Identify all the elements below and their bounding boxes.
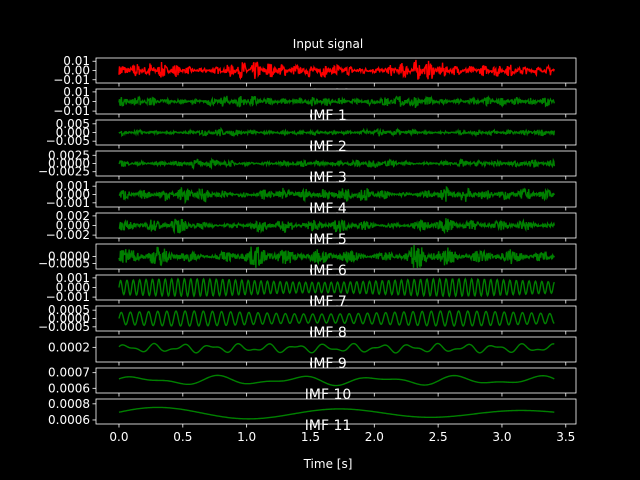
ytick-label: 0.0005: [48, 303, 90, 317]
series-line-8: [118, 310, 555, 327]
ytick-label: −0.0005: [38, 320, 90, 334]
ytick-label: −0.0025: [38, 165, 90, 179]
series-line-6: [118, 244, 555, 269]
series-line-3: [118, 157, 555, 171]
figure-title: Input signal: [293, 37, 363, 51]
panel-frame-10: [95, 367, 577, 394]
xtick-label: 1.5: [301, 430, 320, 444]
ytick-label: 0.002: [56, 209, 90, 223]
ytick-label: 0.0002: [48, 340, 90, 354]
xtick-label: 1.0: [237, 430, 256, 444]
xtick-label: 0.5: [173, 430, 192, 444]
ytick-label: 0.00: [63, 95, 90, 109]
ytick-label: 0.01: [63, 54, 90, 68]
ytick-label: 0.001: [56, 179, 90, 193]
series-line-1: [118, 94, 555, 108]
series-line-10: [118, 374, 555, 387]
series-line-5: [118, 218, 555, 235]
series-line-4: [118, 186, 555, 205]
ytick-label: −0.002: [46, 228, 90, 242]
ytick-label: 0.0006: [48, 413, 90, 427]
ytick-label: −0.001: [46, 196, 90, 210]
ytick-label: 0.001: [56, 271, 90, 285]
ytick-label: 0.000: [56, 188, 90, 202]
ytick-label: −0.001: [46, 290, 90, 304]
imf-label: IMF 11: [305, 418, 352, 434]
ytick-label: 0.0006: [48, 381, 90, 395]
series-line-2: [118, 126, 555, 138]
ytick-label: 0.000: [56, 126, 90, 140]
ytick-label: 0.005: [56, 117, 90, 131]
series-line-9: [118, 342, 555, 354]
ytick-label: −0.01: [53, 104, 90, 118]
xtick-label: 2.5: [429, 430, 448, 444]
ytick-label: −0.0005: [38, 256, 90, 270]
xtick-label: 3.5: [556, 430, 575, 444]
ytick-label: 0.000: [56, 219, 90, 233]
ytick-label: −0.005: [46, 134, 90, 148]
ytick-label: 0.00: [63, 64, 90, 78]
ytick-label: 0.0000: [48, 157, 90, 171]
xtick-label: 0.0: [109, 430, 128, 444]
ytick-label: 0.000: [56, 281, 90, 295]
ytick-label: 0.01: [63, 85, 90, 99]
ytick-label: 0.0000: [48, 250, 90, 264]
xtick-label: 2.0: [365, 430, 384, 444]
x-axis-title: Time [s]: [303, 457, 353, 471]
series-line-7: [118, 277, 555, 298]
ytick-label: 0.0000: [48, 312, 90, 326]
series-line-11: [118, 406, 555, 420]
ytick-label: 0.0008: [48, 397, 90, 411]
series-line-0: [118, 59, 555, 81]
ytick-label: 0.0007: [48, 366, 90, 380]
ytick-label: −0.01: [53, 73, 90, 87]
ytick-label: 0.0025: [48, 148, 90, 162]
xtick-label: 3.0: [492, 430, 511, 444]
